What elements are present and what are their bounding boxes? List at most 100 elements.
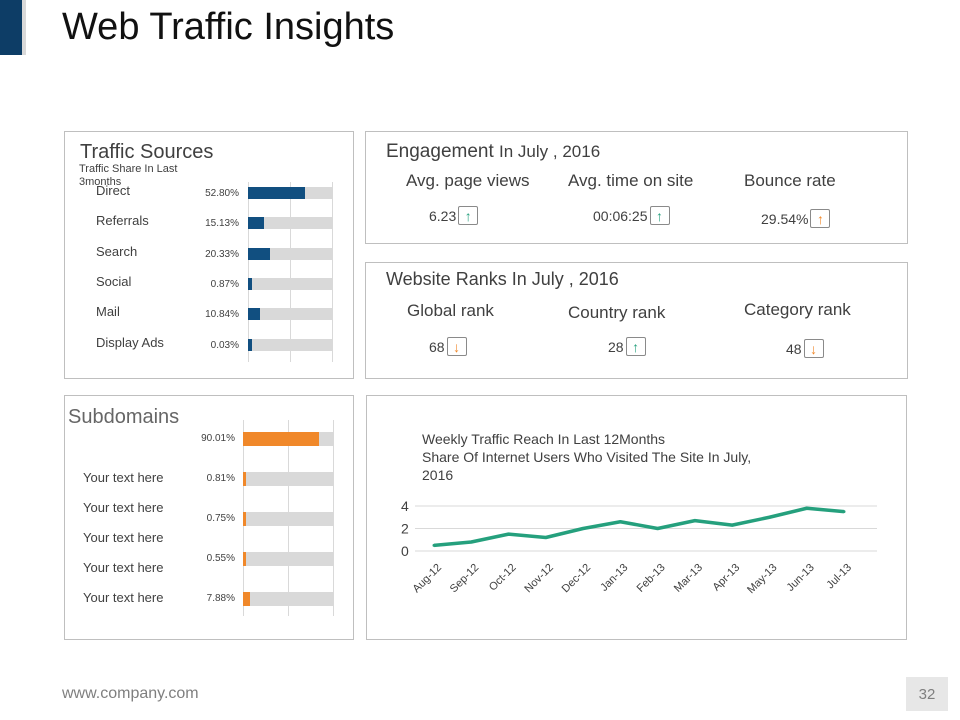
subdomain-bar-track	[243, 592, 333, 606]
traffic-source-pct: 0.87%	[210, 278, 239, 290]
subdomain-bar-track	[243, 512, 333, 526]
y-tick-label: 0	[401, 543, 409, 559]
y-tick-label: 4	[401, 498, 409, 514]
x-tick-label: Aug-12	[411, 562, 445, 596]
metric-label: Category rank	[744, 300, 851, 319]
subdomain-bar	[243, 552, 246, 566]
x-tick-label: Jan-13	[598, 562, 630, 594]
traffic-source-label: Mail	[96, 304, 120, 320]
x-tick-label: May-13	[745, 562, 779, 596]
engagement-title: Engagement In July , 2016	[386, 141, 600, 163]
subdomains-panel: Subdomains 90.01% Your text here 0.81% Your…	[64, 395, 354, 640]
subtitle-line: 3months	[79, 176, 122, 188]
footer-url[interactable]: www.company.com	[62, 685, 199, 702]
data-point	[469, 540, 473, 544]
subdomain-bar-track	[243, 472, 333, 486]
arrow-up-icon: ↑	[810, 209, 831, 228]
traffic-sources-subtitle: Traffic Share In Last 3months	[79, 163, 177, 189]
traffic-source-pct: 20.33%	[205, 248, 239, 260]
traffic-source-bar	[248, 247, 270, 260]
subdomain-bar	[243, 472, 246, 486]
engagement-panel: Engagement In July , 2016 Avg. page view…	[365, 131, 908, 244]
traffic-source-pct: 15.13%	[205, 218, 239, 230]
traffic-source-bar	[248, 217, 265, 230]
metric-value: 68 ↓	[429, 337, 467, 356]
traffic-source-bar-track	[248, 277, 332, 290]
engagement-title-suffix: In July , 2016	[499, 142, 601, 161]
traffic-source-pct: 52.80%	[205, 188, 239, 199]
data-point	[507, 532, 511, 536]
chart-title-line: 2016	[422, 467, 454, 483]
traffic-source-bar	[248, 187, 305, 199]
subdomain-bar	[243, 432, 319, 446]
subdomains-title: Subdomains	[68, 406, 180, 428]
metric-label: Global rank	[407, 301, 494, 320]
data-point	[581, 527, 585, 530]
gridline	[332, 182, 333, 362]
metric-label: Avg. time on site	[568, 171, 694, 190]
metric-label: Country rank	[568, 303, 666, 322]
x-tick-label: Apr-13	[710, 562, 742, 594]
arrow-up-icon: ↑	[458, 206, 479, 225]
data-point	[767, 515, 771, 519]
engagement-title-main: Engagement	[386, 141, 494, 162]
page-number: 32	[906, 677, 948, 711]
gridline	[248, 182, 249, 362]
metric-value-text: 28	[608, 338, 624, 355]
metric-value-text: 48	[786, 340, 802, 357]
metric-label: Bounce rate	[744, 171, 836, 190]
traffic-sources-title: Traffic Sources	[80, 141, 214, 163]
traffic-line	[433, 506, 845, 548]
traffic-source-label: Referrals	[96, 213, 149, 229]
subdomain-label: Your text here	[83, 560, 164, 575]
subdomain-pct: 7.88%	[206, 593, 235, 604]
x-tick-label: Nov-12	[522, 562, 556, 596]
traffic-source-pct: 0.03%	[210, 339, 239, 351]
traffic-source-label: Display Ads	[96, 334, 164, 350]
arrow-up-icon: ↑	[649, 206, 670, 225]
traffic-source-bar-track	[248, 217, 332, 230]
data-point	[544, 536, 548, 539]
subdomain-pct: 90.01%	[201, 433, 235, 444]
subdomain-label: Your text here	[83, 470, 164, 485]
traffic-source-bar-track	[248, 308, 332, 321]
gridline	[333, 420, 334, 616]
chart-title-line: Share Of Internet Users Who Visited The …	[422, 449, 752, 465]
x-tick-label: Sep-12	[448, 562, 482, 596]
subdomain-bar	[243, 592, 250, 606]
traffic-source-pct: 10.84%	[205, 309, 239, 321]
gridline	[290, 182, 291, 362]
x-tick-label: Feb-13	[635, 562, 668, 595]
traffic-source-bar	[248, 308, 260, 321]
traffic-source-bar	[248, 277, 252, 290]
arrow-up-icon: ↑	[625, 337, 646, 356]
traffic-source-bar-track	[248, 338, 332, 351]
metric-value: 00:06:25 ↑	[593, 206, 670, 225]
chart-title-line: Weekly Traffic Reach In Last 12Months	[422, 431, 666, 447]
subdomain-pct: 0.55%	[206, 553, 235, 564]
metric-value-text: 29.54%	[761, 210, 809, 227]
subdomain-label: Your text here	[83, 590, 164, 605]
traffic-source-bar-track	[248, 247, 332, 260]
x-tick-label: Oct-12	[487, 562, 519, 594]
metric-value: 28 ↑	[608, 337, 646, 356]
metric-value-text: 68	[429, 338, 445, 355]
x-tick-label: Jul-13	[824, 562, 854, 592]
metric-value: 6.23 ↑	[429, 206, 479, 225]
subdomain-label: Your text here	[83, 500, 164, 515]
data-point	[618, 520, 622, 524]
subdomain-pct: 0.81%	[206, 473, 235, 484]
x-tick-label: Mar-13	[672, 562, 705, 595]
traffic-source-bar	[248, 338, 252, 351]
data-point	[656, 527, 660, 530]
subdomain-extra-label: Your text here	[83, 530, 164, 545]
subdomain-bar	[243, 512, 246, 526]
weekly-traffic-panel: Weekly Traffic Reach In Last 12Months Sh…	[366, 395, 907, 640]
subtitle-line: Traffic Share In Last	[79, 163, 178, 175]
arrow-down-icon: ↓	[446, 337, 467, 356]
data-point	[693, 519, 697, 523]
traffic-source-label: Direct	[96, 183, 130, 198]
subdomain-bar-track	[243, 552, 333, 566]
x-tick-label: Jun-13	[785, 562, 817, 594]
